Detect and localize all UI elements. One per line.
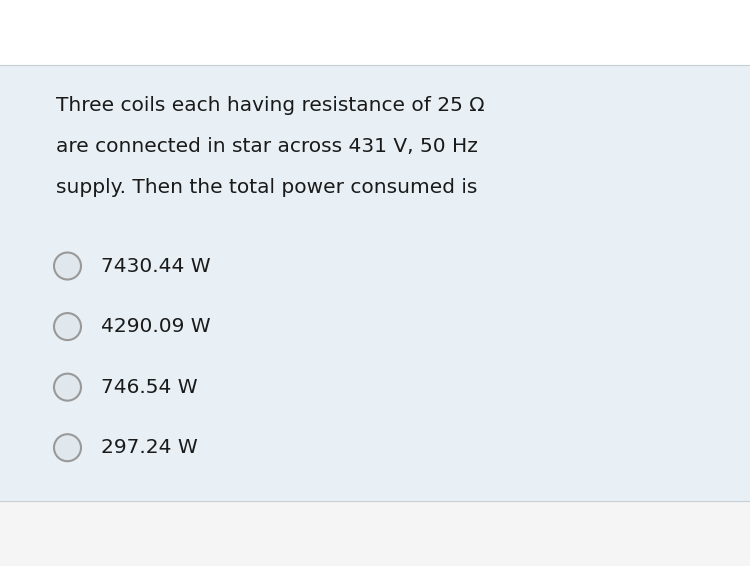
Text: 746.54 W: 746.54 W (101, 378, 198, 397)
Text: are connected in star across 431 V, 50 Hz: are connected in star across 431 V, 50 H… (56, 137, 479, 156)
Text: 297.24 W: 297.24 W (101, 438, 198, 457)
Text: supply. Then the total power consumed is: supply. Then the total power consumed is (56, 178, 478, 197)
Ellipse shape (54, 252, 81, 280)
FancyBboxPatch shape (0, 501, 750, 566)
Ellipse shape (54, 374, 81, 401)
Text: 7430.44 W: 7430.44 W (101, 256, 211, 276)
FancyBboxPatch shape (0, 0, 750, 65)
FancyBboxPatch shape (0, 65, 750, 501)
Text: Three coils each having resistance of 25 Ω: Three coils each having resistance of 25… (56, 96, 485, 115)
Ellipse shape (54, 434, 81, 461)
Ellipse shape (54, 313, 81, 340)
Text: 4290.09 W: 4290.09 W (101, 317, 211, 336)
